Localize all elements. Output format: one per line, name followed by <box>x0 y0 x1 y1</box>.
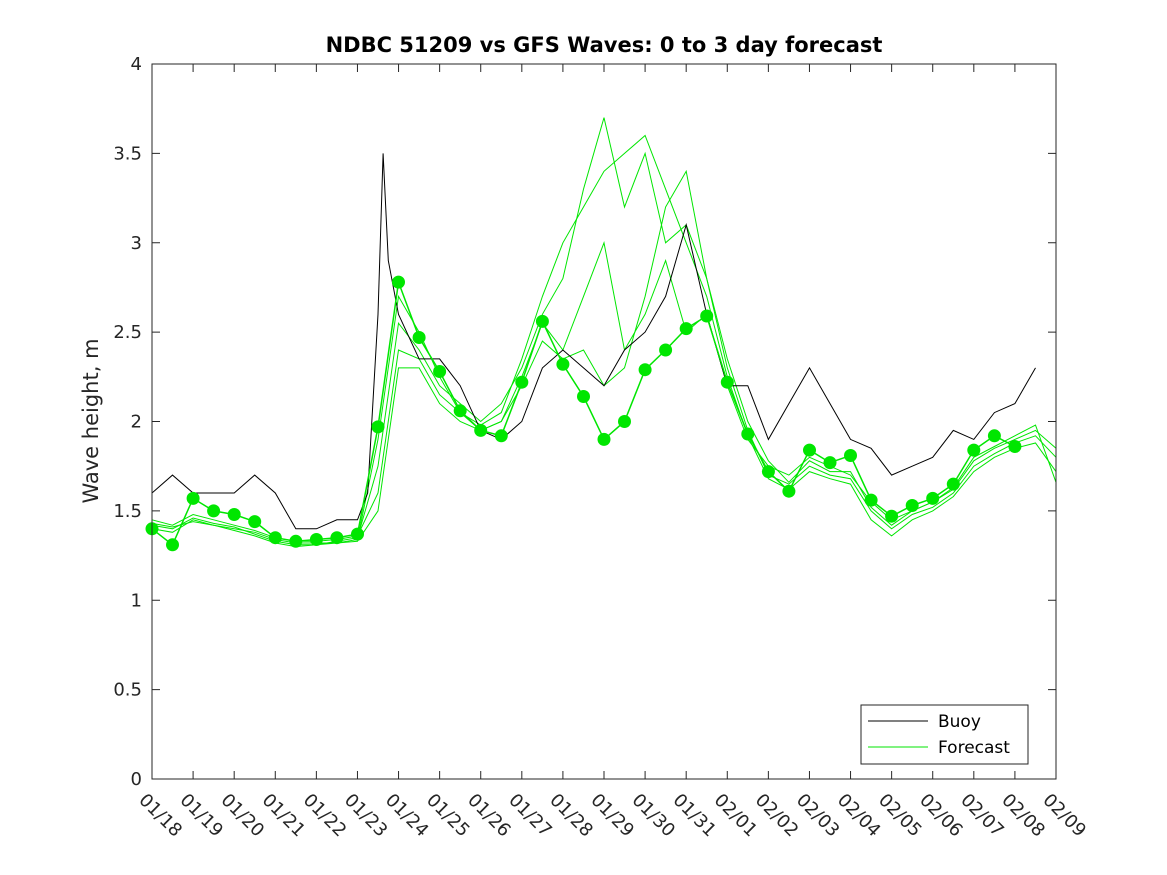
y-tick-label: 4 <box>131 54 142 75</box>
forecast-point <box>351 527 364 541</box>
y-tick-label: 2.5 <box>113 322 142 343</box>
legend-box <box>860 704 1029 765</box>
forecast-point <box>227 508 241 521</box>
x-tick-label: 02/04 <box>833 790 885 842</box>
y-tick-label: 1.5 <box>113 501 142 522</box>
forecast-point <box>556 357 570 371</box>
y-axis-label: Wave height, m <box>79 338 103 503</box>
forecast-point <box>864 493 878 507</box>
forecast-run-2 <box>151 117 1057 546</box>
forecast-point <box>761 465 775 479</box>
x-tick-label: 01/25 <box>422 790 474 842</box>
axes-background <box>152 64 1056 779</box>
forecast-point <box>535 314 549 328</box>
x-tick-label: 02/08 <box>997 790 1049 842</box>
x-tick-label: 01/28 <box>545 790 597 842</box>
x-tick-label: 02/09 <box>1038 790 1090 842</box>
y-tick-label: 0.5 <box>113 680 142 701</box>
forecast-point <box>679 322 693 336</box>
x-tick-label: 01/18 <box>134 790 186 842</box>
x-tick-label: 01/19 <box>176 790 228 842</box>
forecast-point <box>186 491 200 505</box>
forecast-point <box>926 491 940 505</box>
forecast-point <box>844 449 857 462</box>
forecast-point <box>330 531 344 545</box>
plot-area <box>145 63 1057 780</box>
buoy-line <box>151 153 1036 530</box>
x-tick-label: 02/06 <box>915 790 967 842</box>
forecast-point <box>371 420 385 434</box>
legend-buoy-label: Buoy <box>938 712 981 732</box>
x-tick-label: 02/07 <box>956 790 1008 842</box>
forecast-point <box>433 365 447 378</box>
forecast-point <box>577 390 590 403</box>
forecast-point <box>618 415 631 428</box>
y-tick-label: 3.5 <box>113 143 142 164</box>
forecast-point <box>494 429 508 443</box>
forecast-point <box>474 423 488 437</box>
forecast-point <box>720 375 734 389</box>
x-tick-label: 02/03 <box>792 790 844 842</box>
forecast-point <box>597 432 611 446</box>
x-tick-label: 02/05 <box>874 790 926 842</box>
forecast-point <box>905 499 919 512</box>
forecast-point <box>967 443 981 457</box>
x-tick-label: 01/27 <box>504 790 556 842</box>
x-tick-label: 01/31 <box>669 790 721 842</box>
x-tick-label: 02/02 <box>751 790 803 842</box>
forecast-point <box>392 275 405 289</box>
forecast-point <box>741 427 755 441</box>
x-tick-label: 01/24 <box>381 790 433 842</box>
x-tick-label: 01/23 <box>340 790 392 842</box>
legend: Buoy Forecast <box>860 704 1029 765</box>
x-tick-label: 01/20 <box>217 790 269 842</box>
forecast-point <box>946 477 960 491</box>
forecast-point <box>515 375 529 389</box>
y-tick-label: 0 <box>131 769 142 790</box>
x-tick-label: 01/26 <box>463 790 515 842</box>
x-tick-label: 01/30 <box>628 790 680 842</box>
forecast-run-1 <box>151 240 1057 544</box>
forecast-point <box>1008 440 1022 453</box>
forecast-point <box>248 515 262 529</box>
forecast-point <box>823 456 837 470</box>
forecast-point <box>166 538 179 552</box>
forecast-point <box>700 309 714 323</box>
legend-forecast-label: Forecast <box>938 738 1010 758</box>
forecast-point <box>987 429 1001 443</box>
forecast-point <box>782 484 796 498</box>
forecast-point <box>638 363 652 377</box>
x-tick-label: 01/21 <box>258 790 310 842</box>
x-tick-label: 01/29 <box>586 790 638 842</box>
forecast-point <box>207 504 221 518</box>
forecast-point <box>885 509 899 523</box>
x-tick-label: 02/01 <box>710 790 762 842</box>
y-axis-ticks: 0 0.5 1 1.5 2 2.5 3 3.5 4 <box>113 54 1056 790</box>
forecast-point <box>289 534 303 548</box>
forecast-point <box>453 404 467 418</box>
forecast-point <box>268 531 282 545</box>
forecast-point <box>412 331 426 344</box>
x-tick-label: 01/22 <box>299 790 351 842</box>
chart-title: NDBC 51209 vs GFS Waves: 0 to 3 day fore… <box>326 33 883 57</box>
forecast-point <box>803 443 816 457</box>
forecast-point <box>659 343 673 357</box>
y-tick-label: 2 <box>131 412 142 433</box>
y-tick-label: 1 <box>131 590 142 611</box>
forecast-point <box>309 533 323 546</box>
y-tick-label: 3 <box>131 233 142 254</box>
